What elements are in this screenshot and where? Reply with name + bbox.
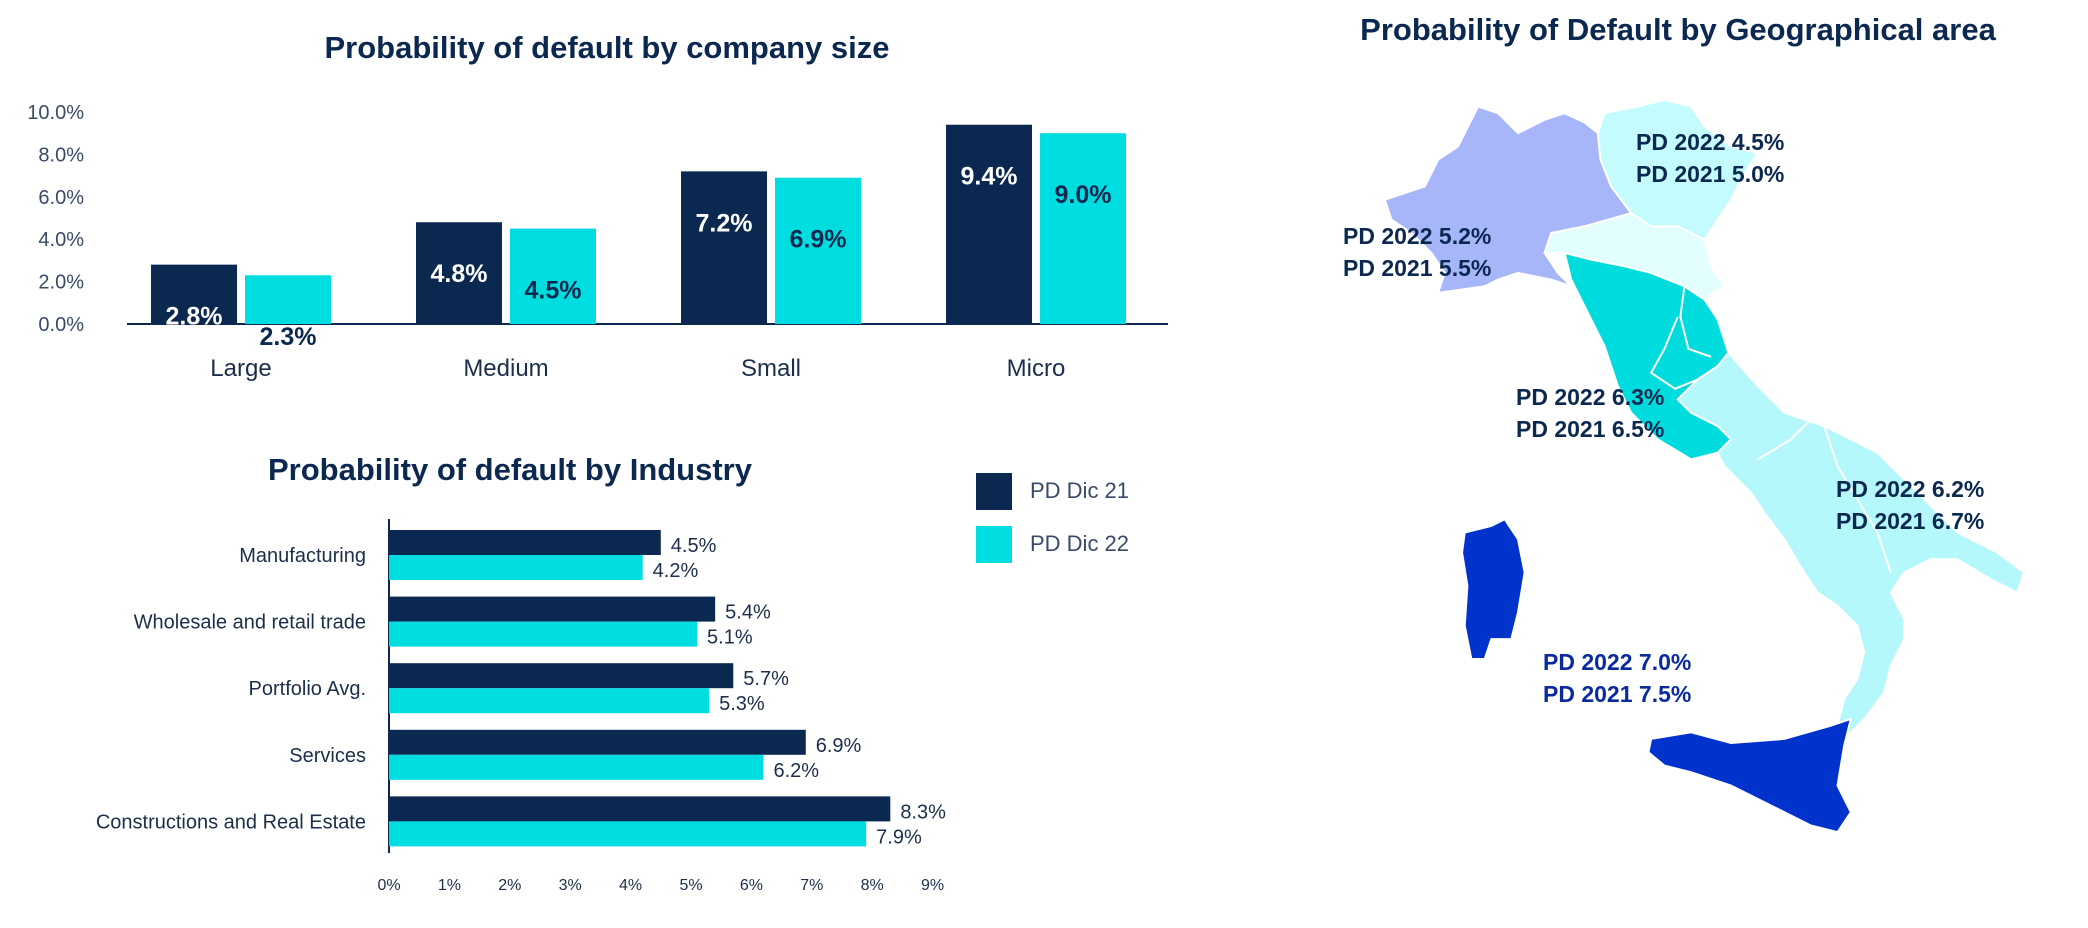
bar-dic21 [389, 796, 891, 822]
bar-dic22 [389, 754, 764, 780]
map-label-north-west: PD 2022 5.2% PD 2021 5.5% [1343, 220, 1491, 284]
bar-value-label: 5.4% [725, 602, 771, 624]
bar-dic22 [389, 688, 710, 714]
bar-value-label: 4.2% [653, 560, 699, 582]
bar-value-label: 5.3% [719, 693, 765, 715]
pd-2021: PD 2021 6.7% [1836, 508, 1985, 534]
industry-chart-title: Probability of default by Industry [268, 452, 752, 487]
company-size-chart-title: Probability of default by company size [324, 30, 890, 65]
bar-value-label: 6.9% [790, 226, 847, 254]
region-sardinia[interactable] [1461, 517, 1526, 661]
y-tick-label: 4.0% [38, 229, 84, 251]
x-tick-label: 9% [921, 877, 944, 894]
region-sicily[interactable] [1647, 717, 1853, 834]
y-tick-label: 0.0% [38, 314, 84, 336]
category-label: Medium [463, 355, 548, 382]
bar-dic22 [389, 555, 643, 580]
pd-2021: PD 2021 5.0% [1636, 161, 1785, 187]
category-label: Small [741, 355, 801, 382]
map-label-north-east: PD 2022 4.5% PD 2021 5.0% [1636, 126, 1784, 190]
x-tick-label: 2% [498, 877, 521, 894]
pd-2022: PD 2022 6.2% [1836, 476, 1985, 502]
company-size-chart: 0.0% 2.0% 4.0% 6.0% 8.0% 10.0% 2.8% 2.3% Large 4.… [27, 102, 1168, 382]
bar-value-label: 6.9% [816, 735, 862, 757]
category-label: Micro [1007, 355, 1066, 382]
region-south[interactable] [1676, 351, 2026, 741]
bar-dic22 [389, 821, 867, 847]
category-label: Constructions and Real Estate [96, 811, 366, 833]
bar-dic21 [389, 729, 806, 755]
category-label: Wholesale and retail trade [134, 612, 366, 634]
x-tick-label: 6% [740, 877, 763, 894]
bar-value-label: 4.5% [671, 535, 717, 557]
legend-label-pd-dic-22: PD Dic 22 [1030, 531, 1130, 556]
pd-2021: PD 2021 6.5% [1516, 416, 1665, 442]
pd-2022: PD 2022 5.2% [1343, 223, 1492, 249]
bar-dic21 [389, 530, 661, 555]
bar-dic21 [389, 596, 716, 622]
pd-2021: PD 2021 5.5% [1343, 255, 1492, 281]
bar-value-label: 2.8% [166, 303, 223, 331]
bar-dic22 [389, 621, 698, 647]
bar-small-dic22 [775, 177, 861, 324]
map-label-south: PD 2022 6.2% PD 2021 6.7% [1836, 473, 1984, 537]
legend-swatch-pd-dic-22 [976, 526, 1012, 563]
bar-value-label: 4.8% [431, 260, 488, 288]
bar-value-label: 5.1% [707, 627, 753, 649]
bar-large-dic22 [245, 275, 331, 324]
bar-value-label: 2.3% [260, 323, 317, 351]
industry-chart: 4.5% 4.2% Manufacturing 5.4% 5.1% Wholesale a… [96, 519, 946, 894]
bar-medium-dic22 [510, 228, 596, 324]
category-label: Manufacturing [239, 545, 366, 567]
bar-value-label: 7.9% [876, 826, 922, 848]
pd-2022: PD 2022 4.5% [1636, 129, 1785, 155]
bar-micro-dic22 [1040, 133, 1126, 324]
map-title: Probability of Default by Geographical a… [1360, 12, 1996, 47]
y-tick-label: 2.0% [38, 272, 84, 294]
y-tick-label: 6.0% [38, 187, 84, 209]
x-tick-label: 7% [800, 877, 823, 894]
map-label-islands: PD 2022 7.0% PD 2021 7.5% [1543, 646, 1691, 710]
bar-value-label: 8.3% [900, 801, 946, 823]
x-tick-label: 4% [619, 877, 642, 894]
bar-small-dic21 [681, 171, 767, 324]
category-label: Large [210, 355, 271, 382]
x-tick-label: 0% [377, 877, 400, 894]
bar-large-dic21 [151, 264, 237, 324]
bar-value-label: 5.7% [743, 668, 789, 690]
bar-value-label: 9.0% [1055, 181, 1112, 209]
legend-label-pd-dic-21: PD Dic 21 [1030, 478, 1130, 503]
y-tick-label: 8.0% [38, 144, 84, 166]
bar-medium-dic21 [416, 222, 502, 324]
y-tick-label: 10.0% [27, 102, 84, 124]
bar-value-label: 9.4% [961, 163, 1018, 191]
map-label-center: PD 2022 6.3% PD 2021 6.5% [1516, 381, 1664, 445]
bar-value-label: 6.2% [773, 760, 819, 782]
bar-value-label: 7.2% [696, 209, 753, 237]
category-label: Services [289, 745, 366, 767]
pd-2022: PD 2022 7.0% [1543, 649, 1692, 675]
category-label: Portfolio Avg. [249, 678, 366, 700]
region-north-east[interactable] [1596, 98, 1760, 241]
pd-2022: PD 2022 6.3% [1516, 384, 1665, 410]
bar-dic21 [389, 663, 734, 689]
legend-swatch-pd-dic-21 [976, 473, 1012, 510]
bar-value-label: 4.5% [525, 277, 582, 305]
x-tick-label: 1% [438, 877, 461, 894]
x-tick-label: 3% [559, 877, 582, 894]
pd-2021: PD 2021 7.5% [1543, 681, 1692, 707]
x-tick-label: 5% [679, 877, 702, 894]
bar-micro-dic21 [946, 124, 1032, 324]
x-tick-label: 8% [861, 877, 884, 894]
